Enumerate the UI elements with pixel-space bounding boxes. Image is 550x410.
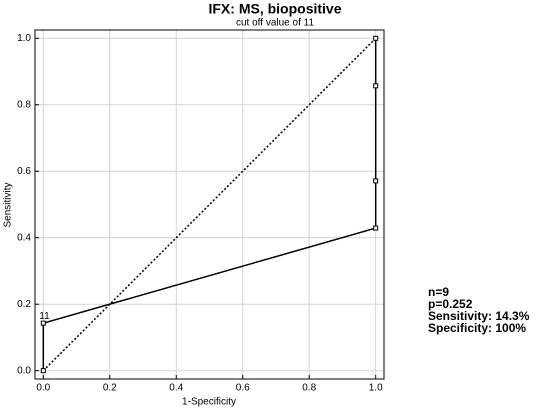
x-tick-label: 0.8	[302, 383, 316, 394]
chart-subtitle: cut off value of 11	[236, 18, 314, 29]
roc-point	[373, 178, 379, 184]
stat-text: p=0.252	[428, 297, 473, 311]
y-tick-label: 0.6	[17, 166, 31, 177]
stat-text: n=9	[428, 285, 449, 299]
x-tick-label: 1.0	[369, 383, 383, 394]
reference-line	[42, 37, 377, 372]
y-tick-label: 0.4	[17, 232, 31, 243]
point-label: 11	[39, 311, 50, 322]
stat-text: Sensitivity: 14.3%	[428, 309, 530, 323]
roc-curve	[42, 38, 377, 371]
roc-point	[373, 83, 379, 89]
x-tick-label: 0.4	[169, 383, 183, 394]
x-axis-label: 1-Specificity	[182, 397, 236, 408]
y-tick-label: 1.0	[17, 33, 31, 44]
y-tick-label: 0.2	[17, 299, 31, 310]
x-tick-label: 0.2	[103, 383, 117, 394]
y-tick-label: 0.0	[17, 365, 31, 376]
stat-text: Specificity: 100%	[428, 321, 526, 335]
roc-point	[40, 368, 46, 374]
x-tick-label: 0.0	[36, 383, 50, 394]
plot-frame	[34, 29, 385, 380]
y-axis-label: Sensitivity	[3, 182, 14, 227]
x-tick-label: 0.6	[236, 383, 250, 394]
roc-point	[373, 225, 379, 231]
roc-point	[40, 320, 46, 326]
roc-point	[373, 35, 379, 41]
y-tick-label: 0.8	[17, 99, 31, 110]
chart-title: IFX: MS, biopositive	[208, 1, 341, 17]
